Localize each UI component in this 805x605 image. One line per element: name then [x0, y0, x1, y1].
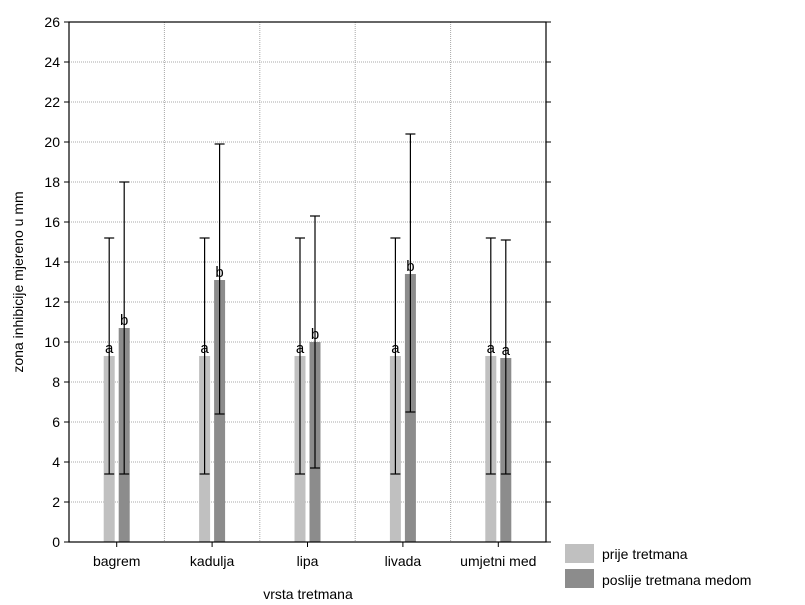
plot-frame [68, 21, 547, 543]
x-tick-label: lipa [297, 553, 319, 569]
legend-swatch-prije-tretmana [565, 544, 594, 563]
legend: prije tretmana poslije tretmana medom [565, 544, 751, 588]
significance-label: b [120, 312, 128, 329]
y-tick-label: 26 [44, 14, 60, 30]
significance-label: a [391, 340, 400, 357]
y-tick-label: 8 [52, 374, 60, 390]
significance-label: a [105, 340, 114, 357]
y-tick-label: 14 [44, 254, 60, 270]
significance-label: b [215, 264, 223, 281]
y-tick-label: 4 [52, 454, 60, 470]
y-tick-label: 6 [52, 414, 60, 430]
significance-label: a [296, 340, 305, 357]
plot-border [68, 21, 547, 543]
x-tick-label: livada [385, 553, 422, 569]
significance-label: a [200, 340, 209, 357]
legend-swatch-poslije-tretmana-medom [565, 569, 594, 588]
significance-label: a [502, 342, 511, 359]
y-tick-label: 10 [44, 334, 60, 350]
legend-label-prije-tretmana: prije tretmana [602, 546, 688, 562]
y-tick-label: 0 [52, 534, 60, 550]
x-axis: bagrem kadulja lipa livada umjetni med [93, 542, 536, 569]
significance-label: a [487, 340, 496, 357]
y-tick-label: 20 [44, 134, 60, 150]
x-tick-label: umjetni med [460, 553, 536, 569]
y-tick-label: 18 [44, 174, 60, 190]
y-axis-title: zona inhibicije mjereno u mm [10, 191, 26, 372]
legend-label-poslije-tretmana-medom: poslije tretmana medom [602, 572, 751, 588]
significance-label: b [311, 326, 319, 343]
x-tick-label: bagrem [93, 553, 140, 569]
y-tick-label: 22 [44, 94, 60, 110]
x-tick-label: kadulja [190, 553, 235, 569]
y-tick-label: 12 [44, 294, 60, 310]
y-tick-label: 16 [44, 214, 60, 230]
y-tick-label: 2 [52, 494, 60, 510]
error-bars [104, 133, 511, 475]
grid [69, 22, 546, 542]
x-axis-title: vrsta tretmana [263, 586, 353, 602]
significance-label: b [406, 258, 414, 275]
y-tick-label: 24 [44, 54, 60, 70]
